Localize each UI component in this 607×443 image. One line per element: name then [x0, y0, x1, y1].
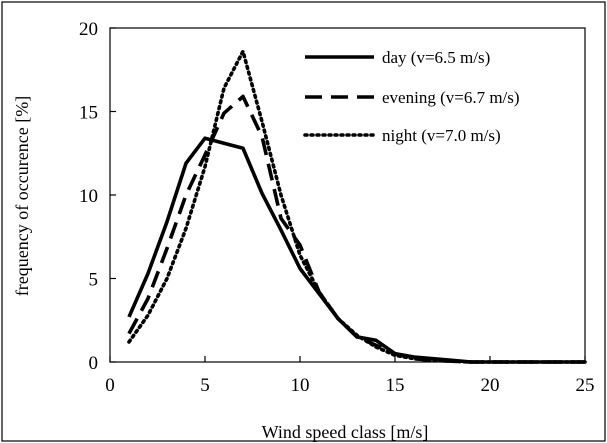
y-tick-label: 20 [79, 19, 98, 40]
y-tick-label: 15 [79, 103, 98, 124]
legend-label: evening (v=6.7 m/s) [382, 88, 520, 107]
x-tick-label: 15 [386, 375, 405, 396]
x-axis-label: Wind speed class [m/s] [262, 422, 429, 442]
y-tick-label: 0 [89, 353, 99, 374]
legend-label: day (v=6.5 m/s) [382, 48, 490, 67]
y-tick-label: 5 [89, 270, 99, 291]
y-tick-label: 10 [79, 186, 98, 207]
series-line-solid [127, 136, 585, 364]
legend-label: night (v=7.0 m/s) [382, 126, 501, 145]
series-line-dotted [127, 49, 587, 364]
x-tick-label: 25 [576, 375, 595, 396]
plot-area [109, 27, 586, 363]
x-tick-label: 5 [200, 375, 210, 396]
y-axis-label: frequency of occurence [%] [12, 96, 32, 296]
x-tick-label: 10 [291, 375, 310, 396]
x-tick-label: 0 [105, 375, 115, 396]
series-line-dashed [127, 94, 585, 364]
x-tick-label: 20 [481, 375, 500, 396]
